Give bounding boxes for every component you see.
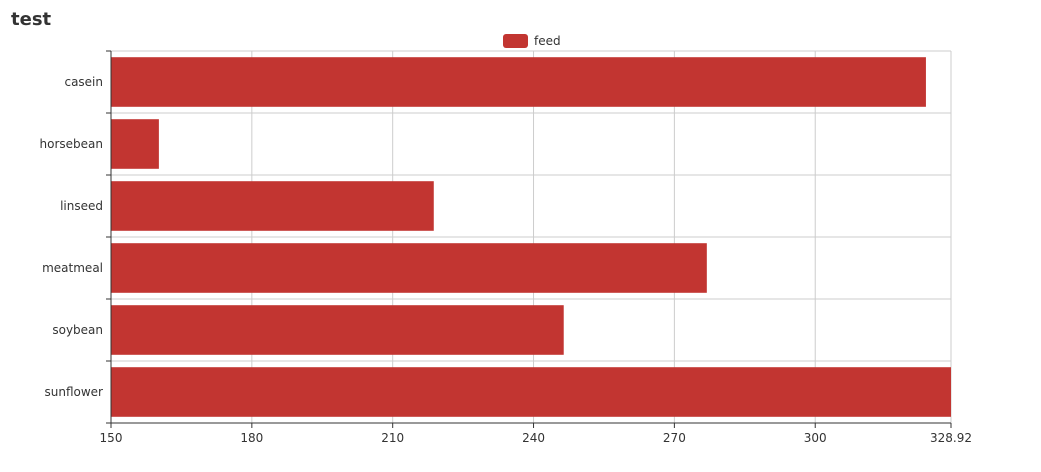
x-tick-label-3: 240 [522,431,545,445]
chart-title: test [11,9,52,30]
bar-casein[interactable] [111,57,926,107]
x-tick-label-4: 270 [663,431,686,445]
y-tick-label-meatmeal: meatmeal [42,261,103,275]
bar-meatmeal[interactable] [111,243,707,293]
y-tick-label-soybean: soybean [52,323,103,337]
x-tick-label-5: 300 [804,431,827,445]
legend-label-feed: feed [534,34,561,48]
x-tick-label-6: 328.92 [930,431,972,445]
y-axis: casein horsebean linseed meatmeal soybean sun… [40,50,112,424]
x-tick-label-0: 150 [100,431,123,445]
x-tick-label-2: 210 [381,431,404,445]
bar-horsebean[interactable] [111,119,159,169]
x-axis: 150 180 210 240 270 300 328.92 [100,422,972,445]
y-tick-label-linseed: linseed [60,199,103,213]
y-tick-label-horsebean: horsebean [40,137,103,151]
bar-sunflower[interactable] [111,367,951,417]
legend-swatch-feed [503,34,528,48]
x-tick-label-1: 180 [240,431,263,445]
y-tick-label-casein: casein [64,75,103,89]
bar-soybean[interactable] [111,305,564,355]
legend[interactable]: feed [503,33,561,49]
y-tick-label-sunflower: sunflower [45,385,104,399]
bars [111,57,951,417]
bar-linseed[interactable] [111,181,434,231]
